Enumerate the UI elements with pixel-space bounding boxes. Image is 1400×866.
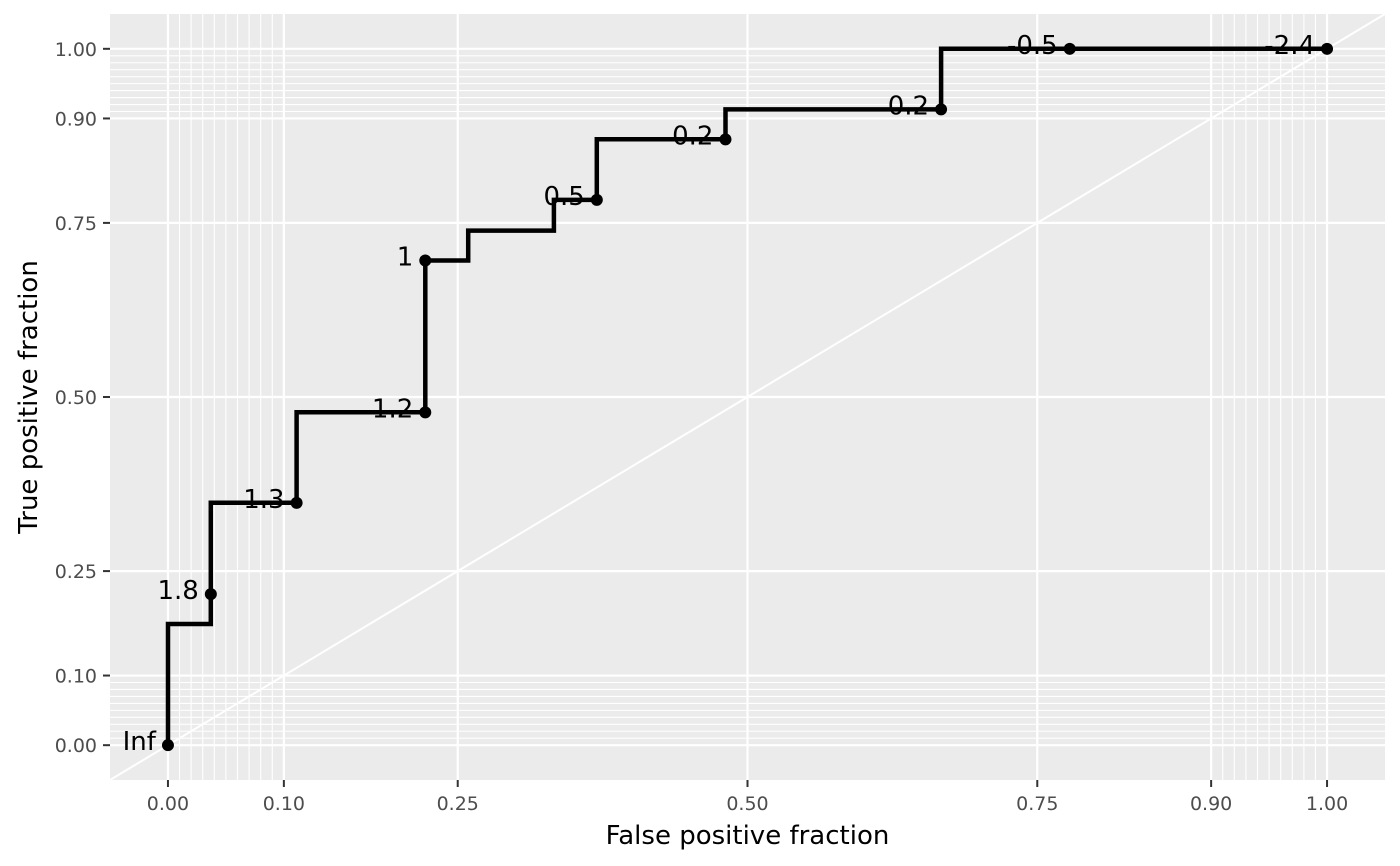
cutoff-labels: Inf 1.8 1.3 1.2 1 0.5 0.2 0.2 -0.5 -2.4 bbox=[123, 31, 1315, 757]
roc-step-line bbox=[165, 46, 1327, 746]
cutoff-point bbox=[1063, 42, 1076, 55]
y-axis-title: True positive fraction bbox=[14, 260, 44, 535]
cutoff-label: 0.2 bbox=[672, 121, 713, 151]
cutoff-point bbox=[290, 496, 303, 509]
cutoff-label: 0.5 bbox=[543, 182, 584, 212]
reference-diagonal bbox=[109, 13, 1386, 781]
x-axis-title: False positive fraction bbox=[606, 821, 890, 851]
cutoff-point bbox=[161, 739, 174, 752]
y-tick-label: 0.10 bbox=[55, 666, 97, 688]
cutoff-point bbox=[590, 193, 603, 206]
cutoff-label: 1 bbox=[397, 243, 414, 273]
cutoff-label: 0.2 bbox=[888, 91, 929, 121]
x-tick-label: 0.10 bbox=[263, 793, 305, 815]
cutoff-point bbox=[1321, 42, 1334, 55]
y-axis-ticks: 0.00 0.10 0.25 0.50 0.75 0.90 1.00 bbox=[55, 39, 110, 757]
x-tick-label: 0.25 bbox=[437, 793, 479, 815]
cutoff-point bbox=[719, 133, 732, 146]
cutoff-point bbox=[204, 588, 217, 601]
cutoff-point bbox=[419, 406, 432, 419]
cutoff-label: -2.4 bbox=[1264, 31, 1315, 61]
x-tick-label: 0.90 bbox=[1190, 793, 1232, 815]
y-tick-label: 0.75 bbox=[55, 213, 97, 235]
cutoff-label: -0.5 bbox=[1007, 31, 1058, 61]
y-tick-label: 1.00 bbox=[55, 39, 97, 61]
cutoff-points bbox=[161, 42, 1334, 752]
y-tick-label: 0.50 bbox=[55, 387, 97, 409]
y-tick-label: 0.90 bbox=[55, 108, 97, 130]
cutoff-label: 1.2 bbox=[372, 394, 413, 424]
y-tick-label: 0.25 bbox=[55, 561, 97, 583]
x-axis-ticks: 0.00 0.10 0.25 0.50 0.75 0.90 1.00 bbox=[147, 780, 1348, 815]
cutoff-label: Inf bbox=[123, 727, 157, 757]
cutoff-label: 1.3 bbox=[243, 485, 284, 515]
cutoff-label: 1.8 bbox=[157, 576, 198, 606]
x-tick-label: 0.75 bbox=[1016, 793, 1058, 815]
x-tick-label: 0.00 bbox=[147, 793, 189, 815]
x-tick-label: 0.50 bbox=[726, 793, 768, 815]
cutoff-point bbox=[419, 254, 432, 267]
x-tick-label: 1.00 bbox=[1306, 793, 1348, 815]
y-tick-label: 0.00 bbox=[55, 735, 97, 757]
cutoff-point bbox=[935, 103, 948, 116]
